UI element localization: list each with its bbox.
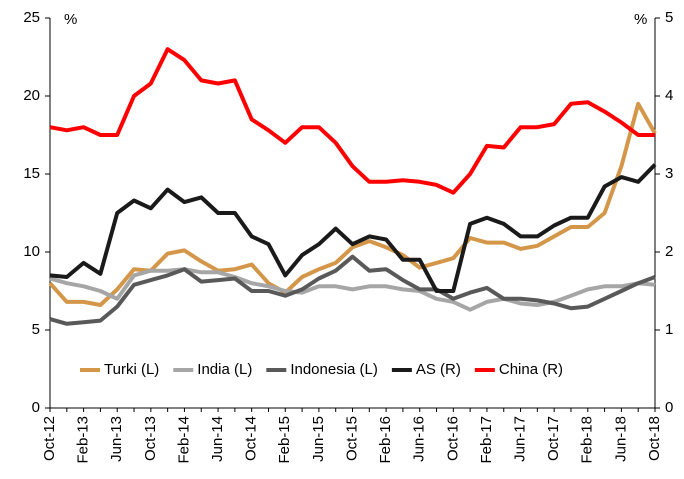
- x-tick-label: Jun-18: [612, 416, 629, 462]
- x-tick-label: Oct-13: [142, 416, 159, 461]
- y2-tick-label: 5: [665, 9, 673, 26]
- legend-label: Indonesia (L): [290, 361, 378, 378]
- x-tick-label: Jun-17: [512, 416, 529, 462]
- y2-tick-label: 2: [665, 243, 673, 260]
- x-tick-label: Jun-16: [411, 416, 428, 462]
- x-tick-label: Oct-15: [343, 416, 360, 461]
- y-unit-label: %: [64, 11, 77, 28]
- legend-label: AS (R): [416, 361, 461, 378]
- legend-swatch: [266, 368, 287, 372]
- x-tick-label: Feb-16: [377, 416, 394, 464]
- legend-swatch: [391, 368, 412, 372]
- legend-label: India (L): [197, 361, 252, 378]
- series-line: [49, 163, 657, 293]
- y-tick-label: 0: [32, 399, 40, 416]
- x-tick-label: Feb-18: [579, 416, 596, 464]
- y-tick-label: 15: [23, 165, 40, 182]
- x-tick-label: Feb-13: [75, 416, 92, 464]
- legend-swatch: [173, 368, 194, 372]
- y-tick-label: 10: [23, 243, 40, 260]
- x-tick-label: Feb-14: [175, 416, 192, 464]
- x-tick-label: Oct-17: [545, 416, 562, 461]
- legend-label: China (R): [499, 361, 563, 378]
- legend-swatch: [80, 368, 100, 372]
- legend-swatch: [474, 368, 495, 372]
- x-tick-label: Oct-12: [41, 416, 58, 461]
- y2-tick-label: 1: [665, 321, 673, 338]
- series-line: [49, 254, 656, 326]
- y2-tick-label: 3: [665, 165, 673, 182]
- x-tick-label: Oct-14: [243, 416, 260, 461]
- x-tick-label: Feb-17: [478, 416, 495, 464]
- x-tick-label: Jun-13: [108, 416, 125, 462]
- y-tick-label: 25: [23, 9, 40, 26]
- series-line: [49, 47, 655, 195]
- y2-unit-label: %: [634, 11, 647, 28]
- x-tick-label: Jun-15: [310, 416, 327, 462]
- y-tick-label: 5: [32, 321, 40, 338]
- series-line: [49, 267, 656, 312]
- x-tick-label: Jun-14: [209, 416, 226, 462]
- y-tick-label: 20: [23, 87, 40, 104]
- x-tick-label: Oct-16: [444, 416, 461, 461]
- y2-tick-label: 0: [665, 399, 673, 416]
- x-tick-label: Oct-18: [646, 416, 663, 461]
- legend-label: Turki (L): [104, 361, 159, 378]
- y2-tick-label: 4: [665, 87, 673, 104]
- x-tick-label: Feb-15: [276, 416, 293, 464]
